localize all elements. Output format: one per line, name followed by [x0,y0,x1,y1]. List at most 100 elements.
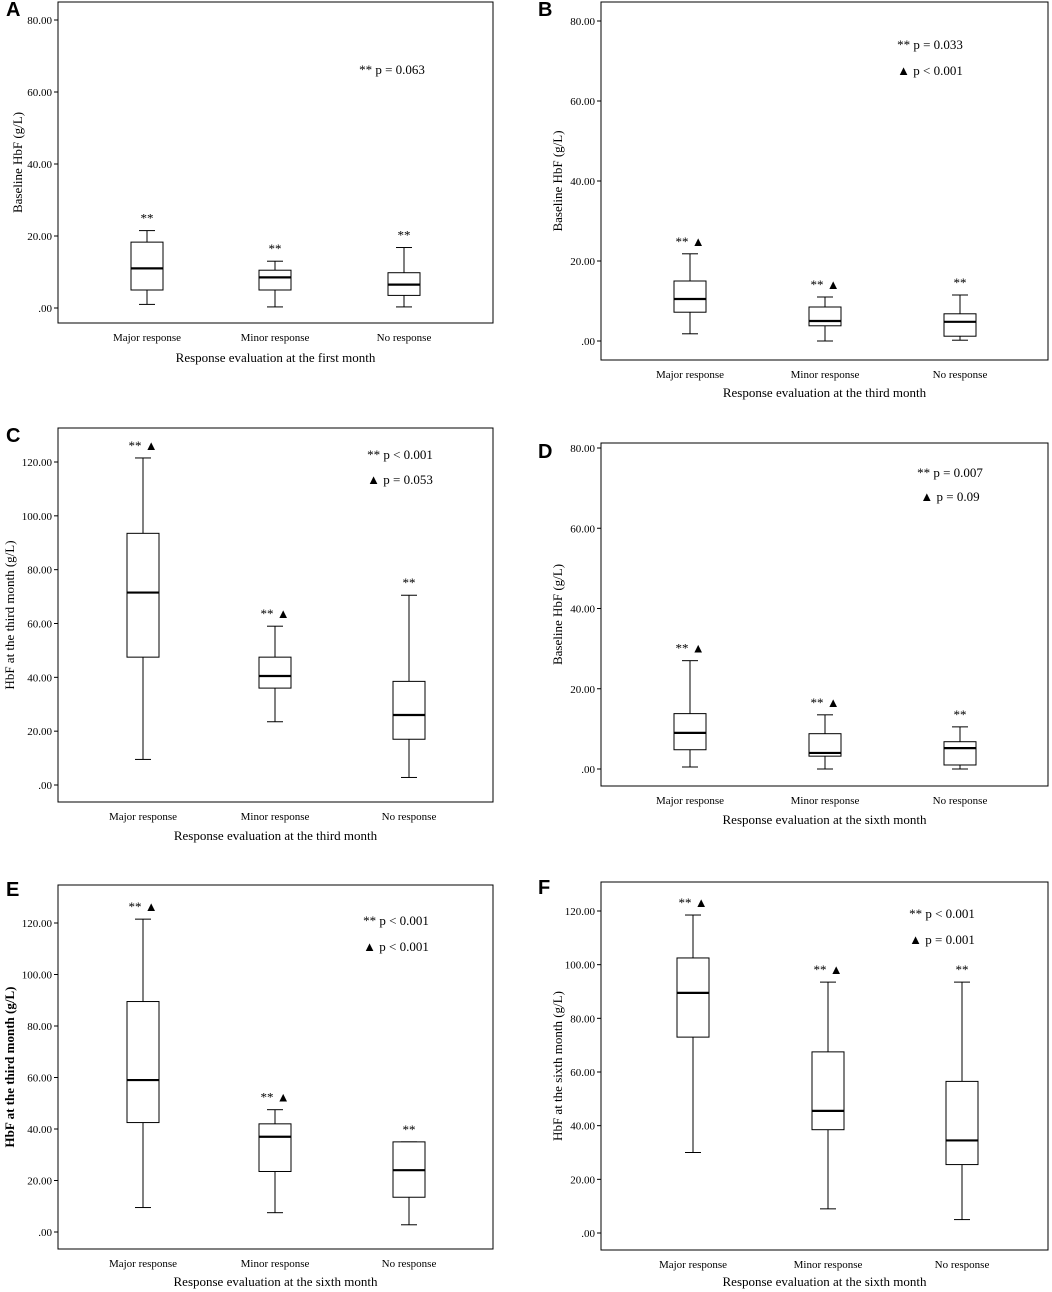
box-no-response: ** No response [935,962,990,1271]
y-axis-title: Baseline HbF (g/L) [10,112,25,213]
y-tick-label: 100.00 [565,960,596,972]
plot-frame [57,1,494,324]
p-value-annotation: ▲ p = 0.001 [909,932,975,947]
y-tick-label: 80.00 [570,1013,595,1025]
y-tick-label: 120.00 [22,457,53,469]
y-axis-title: Baseline HbF (g/L) [550,564,565,665]
box-minor-response: ** ▲ Minor response [241,1090,310,1270]
panel-e: E .00 20.00 40.00 60.00 80.00 100.00 120.00 HbF … [2,879,494,1289]
significance-marker: ** ▲ [675,641,704,656]
iqr-box [130,241,164,291]
y-axis-title: HbF at the sixth month (g/L) [550,991,565,1141]
iqr-box [258,269,292,291]
x-tick-label: Minor response [791,795,860,807]
p-value-annotation: ▲ p < 0.001 [897,63,963,78]
panel-c: C .00 20.00 40.00 60.00 80.00 100.00 120.00 HbF … [2,425,494,843]
box-major-response: ** ▲ Major response [109,899,177,1270]
x-axis-title: Response evaluation at the third month [723,385,927,400]
x-tick-label: Major response [109,811,177,823]
box-no-response: ** No response [382,575,437,823]
plot-frame [600,881,1049,1251]
panel-a: A .00 20.00 40.00 60.00 80.00 Baseline HbF (g/… [6,0,494,365]
y-tick-label: 20.00 [27,231,52,243]
panel-label: B [538,0,552,21]
x-axis-title: Response evaluation at the sixth month [723,812,927,827]
significance-marker: ** ▲ [810,695,839,710]
x-tick-label: No response [382,811,437,823]
x-tick-label: Major response [656,369,724,381]
significance-marker: ** ▲ [260,606,289,621]
p-value-annotation: ** p < 0.001 [367,447,433,462]
box-no-response: ** No response [933,707,988,807]
box-minor-response: ** ▲ Minor response [794,962,863,1271]
y-tick-label: 80.00 [27,1021,52,1033]
p-value-annotation: ▲ p = 0.09 [920,489,979,504]
y-tick-label: 40.00 [27,1124,52,1136]
panel-b: B .00 20.00 40.00 60.00 80.00 Baseline HbF (g/… [538,0,1049,400]
iqr-box [673,713,707,751]
box-minor-response: ** ▲ Minor response [241,606,310,823]
significance-marker: ** [954,275,967,290]
y-axis-title: HbF at the third month (g/L) [2,987,17,1148]
significance-marker: ** [954,707,967,722]
p-value-annotation: ** p < 0.001 [363,913,429,928]
iqr-box [943,313,977,337]
x-tick-label: Minor response [241,1258,310,1270]
box-no-response: ** No response [933,275,988,381]
x-tick-label: Minor response [241,811,310,823]
y-tick-label: 120.00 [565,906,596,918]
panel-label: C [6,425,20,447]
panel-label: D [538,441,552,463]
y-tick-label: 40.00 [570,604,595,616]
plot-frame [57,884,494,1250]
y-tick-label: 20.00 [27,726,52,738]
panel-label: E [6,879,19,901]
iqr-box [673,280,707,313]
significance-marker: ** [141,211,154,226]
iqr-box [258,1123,292,1172]
x-tick-label: No response [377,332,432,344]
y-tick-label: 20.00 [570,684,595,696]
x-tick-label: Major response [109,1258,177,1270]
y-tick-label: 40.00 [570,1121,595,1133]
y-tick-label: 100.00 [22,511,53,523]
box-major-response: ** ▲ Major response [659,895,727,1271]
y-axis-title: Baseline HbF (g/L) [550,130,565,231]
iqr-box [126,532,160,658]
p-value-annotation: ** p < 0.001 [909,906,975,921]
box-major-response: ** Major response [113,211,181,344]
y-tick-label: 60.00 [570,1067,595,1079]
iqr-box [808,306,842,327]
y-tick-label: 60.00 [570,96,595,108]
x-tick-label: Minor response [794,1259,863,1271]
significance-marker: ** ▲ [128,899,157,914]
p-value-annotation: ** p = 0.007 [917,465,983,480]
y-axis-title: HbF at the third month (g/L) [2,540,17,689]
x-tick-label: Minor response [791,369,860,381]
y-tick-label: 80.00 [27,565,52,577]
y-tick-label: 60.00 [570,523,595,535]
panel-label: F [538,877,550,899]
box-no-response: ** No response [382,1122,437,1270]
x-tick-label: No response [382,1258,437,1270]
significance-marker: ** ▲ [675,234,704,249]
y-tick-label: .00 [38,303,52,315]
x-axis-title: Response evaluation at the first month [176,350,376,365]
y-tick-label: 120.00 [22,918,53,930]
significance-marker: ** ▲ [813,962,842,977]
iqr-box [811,1051,845,1131]
panel-d: D .00 20.00 40.00 60.00 80.00 Baseline HbF (g/… [538,441,1049,827]
x-tick-label: Major response [659,1259,727,1271]
iqr-box [943,741,977,766]
y-tick-label: 80.00 [27,15,52,27]
y-tick-label: .00 [38,780,52,792]
iqr-box [808,733,842,757]
iqr-box [945,1080,979,1166]
box-major-response: ** ▲ Major response [656,641,724,807]
y-tick-label: 20.00 [570,256,595,268]
y-tick-label: 80.00 [570,16,595,28]
x-tick-label: No response [933,795,988,807]
y-tick-label: 40.00 [27,159,52,171]
y-tick-label: 60.00 [27,1073,52,1085]
